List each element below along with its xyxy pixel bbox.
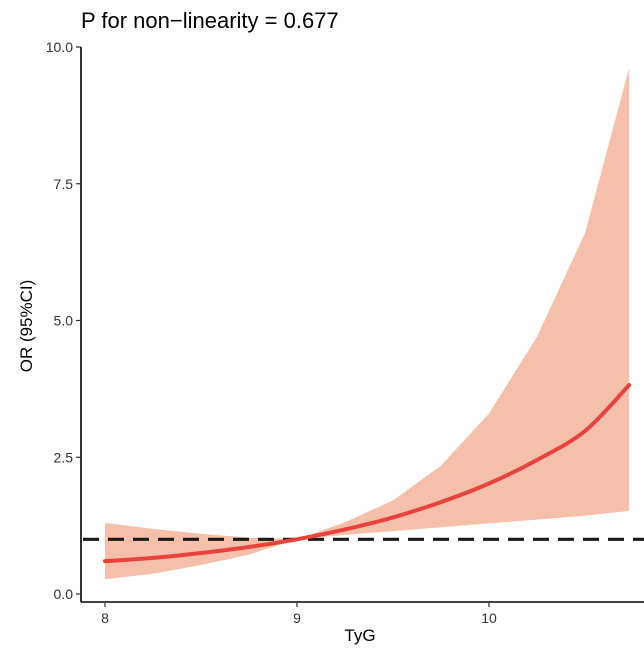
x-tick-label: 9	[293, 610, 301, 626]
axes: 0.0 2.5 5.0 7.5 10.0 8 9 10	[46, 39, 644, 626]
y-axis-title: OR (95%CI)	[17, 280, 36, 373]
y-tick-label: 2.5	[54, 449, 74, 465]
x-axis-title: TyG	[344, 626, 375, 645]
series-line	[103, 383, 632, 564]
confidence-band	[105, 67, 630, 580]
plot-area	[83, 67, 644, 580]
y-tick-label: 7.5	[54, 176, 74, 192]
y-tick-label: 5.0	[54, 313, 74, 329]
y-tick-label: 0.0	[54, 586, 74, 602]
x-tick-label: 10	[481, 610, 497, 626]
chart-title: P for non−linearity = 0.677	[81, 8, 339, 33]
x-tick-label: 8	[101, 610, 109, 626]
y-tick-label: 10.0	[46, 39, 73, 55]
